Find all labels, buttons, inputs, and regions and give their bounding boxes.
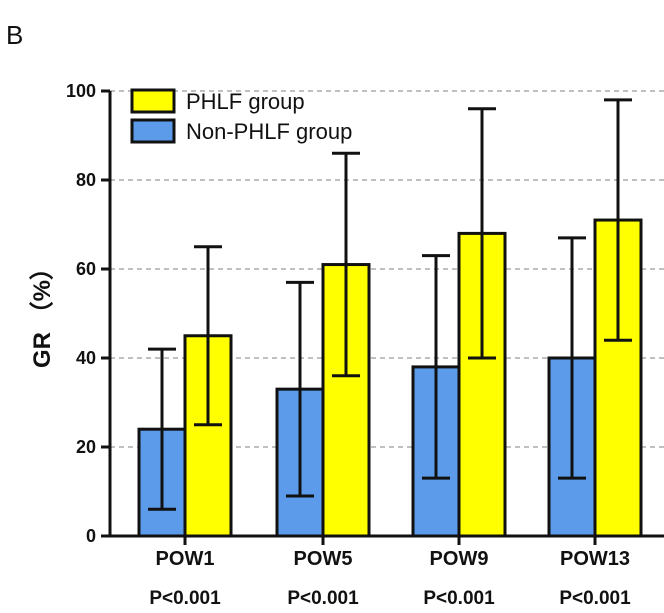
p-value-label-pow1: P<0.001 [149,588,221,609]
x-category-label-pow9: POW9 [430,548,489,570]
error-bar-phlf-pow5 [332,151,360,378]
legend-swatch [130,88,176,114]
error-bar-non-phlf-pow9 [422,254,450,480]
error-bar-non-phlf-pow13 [558,236,586,480]
x-category-label-pow5: POW5 [294,548,353,570]
y-tick-label-0: 0 [86,526,96,546]
error-bar-non-phlf-pow1 [148,347,176,511]
y-tick-label-20: 20 [76,437,96,457]
error-bar-phlf-pow13 [604,98,632,342]
x-category-label-pow1: POW1 [156,548,215,570]
p-value-label-pow9: P<0.001 [423,588,495,609]
bars [137,98,643,538]
p-value-label-pow5: P<0.001 [287,588,359,609]
p-value-label-pow13: P<0.001 [559,588,631,609]
legend-label: Non-PHLF group [186,119,352,144]
error-bar-phlf-pow1 [194,245,222,427]
y-tick-label-100: 100 [66,81,96,101]
x-category-label-pow13: POW13 [560,548,630,570]
legend-swatch [130,118,176,144]
legend-item-non-phlf: Non-PHLF group [130,118,352,144]
legend-item-phlf: PHLF group [130,88,305,114]
panel-label: B [6,20,23,50]
y-tick-label-60: 60 [76,259,96,279]
y-axis-label: GR （%） [29,256,56,368]
y-tick-label-40: 40 [76,348,96,368]
legend: PHLF group Non-PHLF group [130,88,352,144]
error-bar-phlf-pow9 [468,107,496,360]
error-bar-non-phlf-pow5 [286,280,314,498]
axes: 0 20 40 60 80 100 POW1 P<0.001 POW5 P<0.001 POW9 P<… [66,81,664,609]
legend-label: PHLF group [186,89,305,114]
y-tick-label-80: 80 [76,170,96,190]
